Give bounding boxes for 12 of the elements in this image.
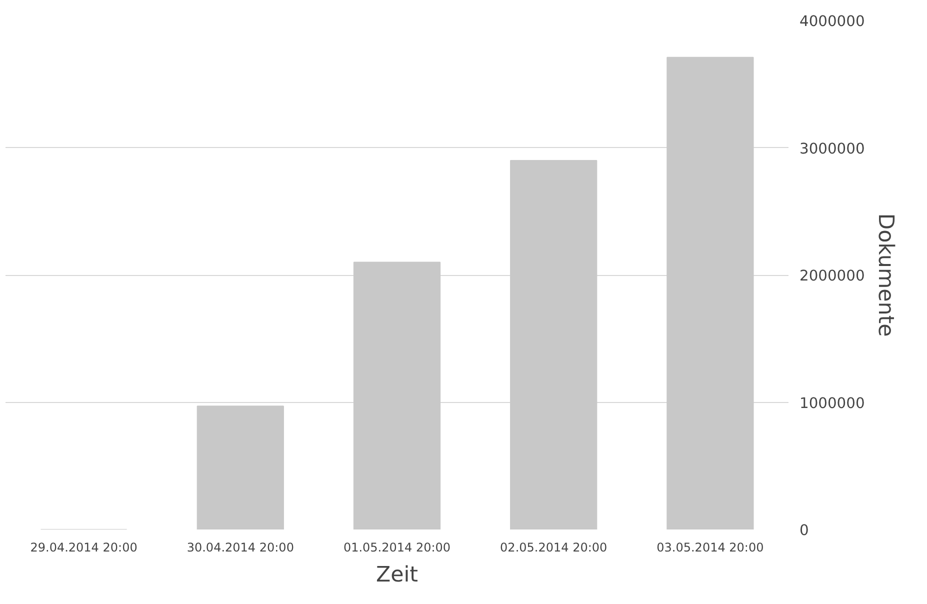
y-tick-label: 0 (800, 522, 809, 539)
x-tick-label: 29.04.2014 20:00 (30, 540, 138, 554)
x-tick-label: 30.04.2014 20:00 (186, 540, 294, 554)
y-tick-label: 2000000 (800, 268, 865, 284)
x-tick-label: 01.05.2014 20:00 (343, 540, 451, 554)
x-axis-title: Zeit (376, 562, 418, 588)
x-tick-label: 03.05.2014 20:00 (656, 540, 764, 554)
y-tick-label: 4000000 (800, 13, 865, 30)
x-tick-label: 02.05.2014 20:00 (500, 540, 608, 554)
y-tick-label: 3000000 (800, 140, 865, 158)
y-tick-label: 1000000 (800, 394, 865, 412)
y-axis-title: Dokumente (872, 213, 898, 337)
